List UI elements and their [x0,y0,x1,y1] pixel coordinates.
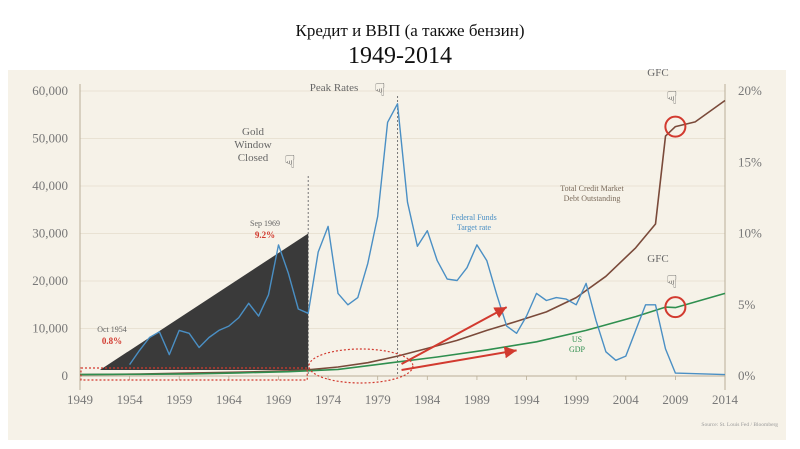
annotation-oct1954: Oct 1954 [97,325,127,334]
x-tick-label: 1984 [414,392,441,407]
annotation-oct1954-value: 0.8% [102,336,122,346]
y-right-tick-label: 15% [738,154,762,169]
x-tick-label: 1964 [216,392,243,407]
label-gdp-series: US GDP [569,335,586,354]
y-left-tick-label: 20,000 [32,273,68,288]
series-lines [79,99,726,376]
pointing-hand-icon: ☟ [375,80,386,101]
y-left-tick-label: 10,000 [32,321,68,336]
gdp-arrow [401,346,517,371]
label-credit-series: Total Credit Market Debt Outstanding [560,184,624,203]
annotation-peak-rates: Peak Rates [310,82,359,94]
annotations: Gold Window Closed ☟ Peak Rates ☟ GFC ☟ GFC ☟ Oct … [97,67,778,428]
chart-title: Кредит и ВВП (а также бензин) [296,21,525,40]
x-tick-label: 1954 [117,392,144,407]
gfc-gdp-circle [664,296,687,319]
y-right-tick-label: 0% [738,368,756,383]
x-tick-label: 1959 [166,392,192,407]
y-left-tick-label: 60,000 [32,83,68,98]
y-right-tick-label: 5% [738,297,756,312]
x-tick-label: 2014 [712,392,739,407]
annotation-gfc-bottom: GFC [647,253,668,265]
highlight-marks [80,115,687,384]
annotation-gfc-top: GFC [647,67,668,79]
source-note: Source: St. Louis Fed / Bloomberg [701,422,778,428]
series-line-2 [129,103,726,376]
chart-panel [8,70,786,440]
pointing-hand-icon: ☟ [667,88,678,109]
x-tick-label: 1989 [464,392,490,407]
credit-arrow [401,306,508,365]
x-tick-label: 1999 [563,392,589,407]
y-left-tick-label: 30,000 [32,226,68,241]
y-right-tick-label: 10% [738,226,762,241]
chart-subtitle: 1949-2014 [348,43,452,69]
x-tick-label: 2009 [662,392,688,407]
takeoff-ellipse [308,348,414,384]
x-tick-label: 1949 [67,392,93,407]
gfc-credit-circle [664,115,687,138]
x-tick-label: 1994 [514,392,541,407]
annotation-gold-window: Gold Window Closed [234,126,271,164]
axes: 0 10,000 20,000 30,000 40,000 50,000 60,000 0% 5… [32,83,762,407]
annotation-sep1969-value: 9.2% [255,230,275,240]
series-line-1 [79,292,726,376]
x-tick-label: 2004 [613,392,640,407]
y-left-tick-label: 50,000 [32,131,68,146]
x-tick-label: 1979 [365,392,391,407]
pointing-hand-icon: ☟ [285,152,296,173]
pointing-hand-icon: ☟ [667,272,678,293]
label-fed-funds-series: Federal Funds Target rate [451,213,497,232]
x-tick-label: 1969 [265,392,291,407]
x-tick-label: 1974 [315,392,342,407]
y-right-tick-label: 20% [738,83,762,98]
annotation-sep1969: Sep 1969 [250,219,280,228]
y-left-tick-label: 40,000 [32,178,68,193]
baseline-highlight-box [80,367,308,381]
y-left-tick-label: 0 [62,368,69,383]
